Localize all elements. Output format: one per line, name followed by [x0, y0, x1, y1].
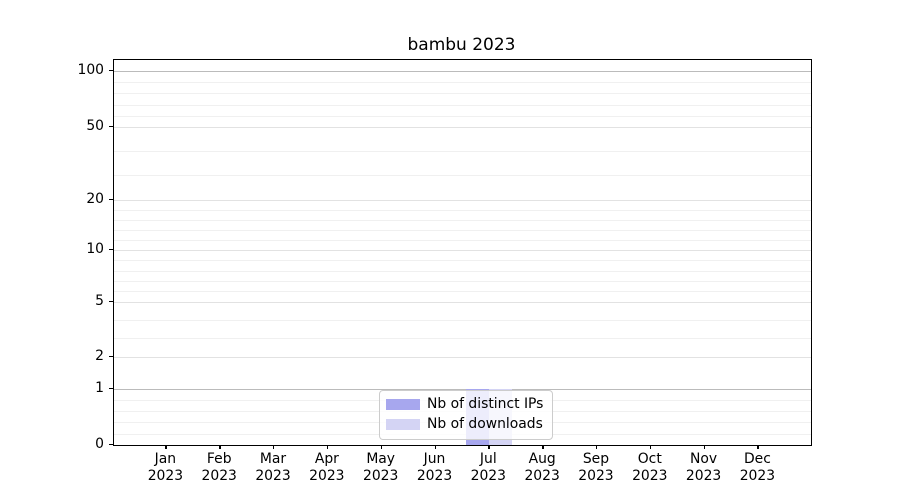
x-tick-label: Aug 2023 — [524, 451, 560, 484]
gridline-major — [114, 250, 811, 251]
x-tick-label: Jul 2023 — [470, 451, 506, 484]
gridline-major — [114, 388, 811, 390]
plot-area — [113, 59, 812, 446]
gridline-minor — [114, 151, 811, 153]
legend-item-distinct-ips: Nb of distinct IPs — [386, 396, 543, 413]
y-tick-mark — [109, 444, 113, 446]
x-tick-label: May 2023 — [362, 451, 399, 484]
gridline-minor — [114, 291, 811, 293]
x-tick-label: Mar 2023 — [255, 451, 291, 484]
y-tick-mark — [109, 70, 113, 72]
legend-item-downloads: Nb of downloads — [386, 416, 543, 433]
y-tick-label: 20 — [86, 190, 104, 207]
gridline-minor — [114, 175, 811, 177]
x-tick-mark — [542, 445, 544, 449]
gridline-minor — [114, 319, 811, 321]
gridline-minor — [114, 115, 811, 117]
y-tick-label: 0 — [95, 436, 104, 452]
y-tick-mark — [109, 387, 113, 389]
x-tick-label: Jan 2023 — [147, 451, 184, 484]
x-tick-mark — [326, 445, 329, 449]
gridline-minor — [114, 338, 811, 340]
y-tick-label: 10 — [86, 241, 104, 257]
x-tick-mark — [380, 445, 383, 449]
legend-swatch-distinct-ips — [386, 399, 420, 410]
y-tick-mark — [109, 355, 113, 358]
legend-swatch-downloads — [386, 419, 420, 430]
gridline-minor — [114, 93, 811, 95]
y-tick-label: 2 — [95, 347, 104, 364]
x-tick-label: Feb 2023 — [201, 451, 237, 484]
y-tick-mark — [109, 300, 113, 302]
x-tick-label: Sep 2023 — [578, 451, 614, 484]
y-tick-mark — [109, 198, 113, 200]
x-tick-mark — [649, 445, 652, 449]
x-tick-mark — [595, 445, 598, 449]
gridline-major — [114, 199, 811, 201]
x-tick-mark — [219, 445, 221, 449]
gridline-minor — [114, 239, 811, 241]
gridline-major — [114, 127, 811, 128]
gridline-minor — [114, 280, 811, 282]
gridline-minor — [114, 104, 811, 106]
x-tick-mark — [757, 445, 759, 449]
x-tick-label: Nov 2023 — [685, 451, 722, 484]
gridline-major — [114, 71, 811, 72]
gridline-minor — [114, 260, 811, 262]
x-tick-label: Apr 2023 — [309, 451, 345, 484]
gridline-minor — [114, 270, 811, 272]
legend: Nb of distinct IPs Nb of downloads — [379, 390, 554, 440]
gridline-major — [114, 356, 811, 358]
x-tick-label: Oct 2023 — [632, 451, 668, 484]
x-tick-label: Dec 2023 — [739, 451, 776, 484]
y-tick-label: 100 — [77, 62, 104, 78]
y-tick-label: 5 — [95, 292, 104, 309]
legend-label-downloads: Nb of downloads — [427, 416, 543, 432]
x-tick-mark — [165, 445, 167, 449]
x-tick-mark — [434, 445, 436, 449]
y-tick-label: 1 — [95, 379, 104, 396]
gridline-minor — [114, 219, 811, 221]
x-tick-mark — [488, 445, 490, 449]
gridline-minor — [114, 229, 811, 231]
y-tick-mark — [109, 249, 113, 251]
gridline-minor — [114, 209, 811, 211]
legend-label-distinct-ips: Nb of distinct IPs — [427, 396, 544, 412]
gridline-minor — [114, 82, 811, 84]
x-tick-label: Jun 2023 — [416, 451, 453, 484]
chart-title: bambu 2023 — [407, 35, 516, 55]
gridline-major — [114, 301, 811, 303]
x-tick-mark — [703, 445, 705, 449]
x-tick-mark — [273, 445, 275, 449]
y-tick-label: 50 — [86, 118, 104, 134]
y-tick-mark — [109, 126, 113, 128]
